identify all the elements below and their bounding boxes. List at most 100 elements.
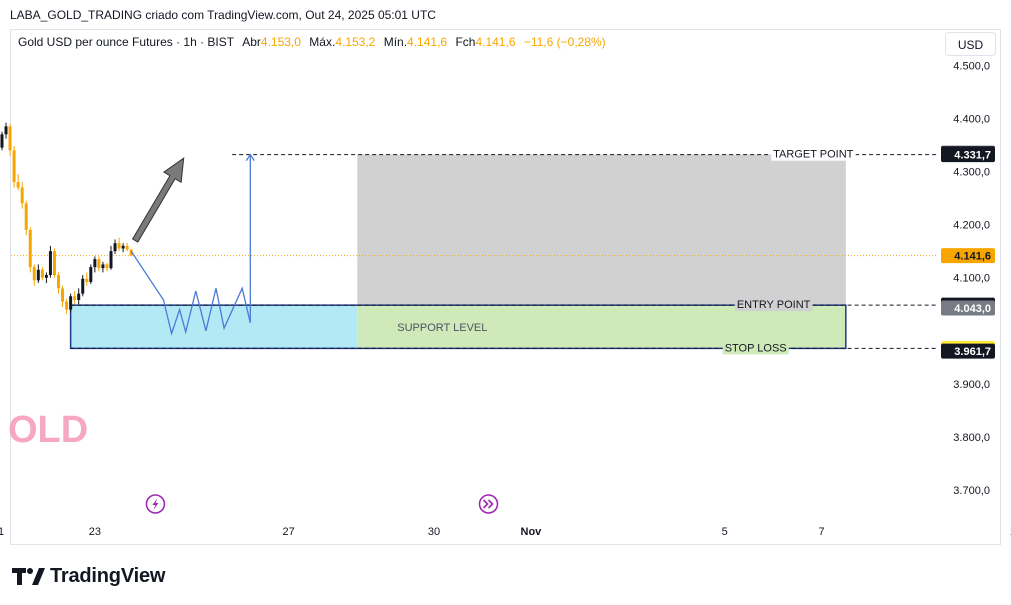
lightning-glyph — [152, 498, 159, 510]
candle[interactable] — [48, 245, 52, 278]
candle[interactable] — [32, 264, 36, 286]
candle-body — [121, 245, 125, 249]
candle[interactable] — [28, 227, 32, 273]
support-level-label: SUPPORT LEVEL — [397, 322, 487, 334]
entry-label-bg — [734, 299, 813, 312]
candle-body — [117, 243, 121, 249]
candle[interactable] — [121, 243, 125, 253]
candle-body — [129, 249, 133, 256]
candle-body — [20, 187, 24, 204]
candle-body — [125, 245, 129, 250]
candle-body — [73, 296, 77, 301]
chart-frame[interactable] — [10, 29, 1001, 545]
fast-forward-icon[interactable] — [478, 494, 499, 514]
target-zone[interactable] — [357, 154, 846, 306]
symbol-watermark: OLD — [8, 409, 88, 451]
x-tick-label: 23 — [89, 526, 101, 538]
candle-body — [101, 264, 105, 269]
candle[interactable] — [105, 262, 109, 272]
price-tag-bg — [941, 343, 995, 359]
price-chart[interactable]: OLD SUPPORT LEVEL TARGET POINT ENTRY POIN… — [0, 0, 1011, 560]
candle[interactable] — [20, 182, 24, 209]
tradingview-wordmark: TradingView — [50, 564, 166, 587]
lightning-icon[interactable] — [145, 494, 166, 514]
stop-level-label: STOP LOSS — [725, 342, 787, 354]
price-tag-label: 4.043,0 — [954, 303, 991, 315]
price-tag-label: 4.141,6 — [954, 251, 991, 263]
stop-label-bg — [722, 342, 789, 355]
candle-body — [89, 267, 93, 282]
close-label: Fch — [455, 35, 476, 49]
candle-body — [36, 269, 40, 281]
entry-level-label: ENTRY POINT — [737, 299, 811, 311]
y-tick-label: 4.200,0 — [953, 220, 990, 232]
direction-arrow[interactable] — [131, 157, 185, 243]
candle-body — [12, 150, 16, 183]
candle[interactable] — [8, 123, 12, 156]
candle[interactable] — [61, 285, 65, 307]
candle[interactable] — [113, 239, 117, 254]
price-tag-bg — [941, 300, 995, 316]
price-tag-bg — [941, 248, 995, 264]
candle-body — [109, 251, 113, 269]
candle[interactable] — [81, 275, 85, 297]
support-zone[interactable] — [357, 305, 846, 349]
currency-button[interactable]: USD — [945, 32, 996, 56]
candle[interactable] — [65, 298, 69, 314]
price-tag: 3.961,7 — [941, 343, 995, 359]
candle[interactable] — [129, 249, 133, 256]
candle-body — [48, 251, 52, 276]
candle[interactable] — [89, 264, 93, 285]
candle[interactable] — [93, 256, 97, 273]
candle-body — [77, 293, 81, 301]
y-tick-label: 3.700,0 — [953, 485, 990, 497]
x-tick-label: 7 — [819, 526, 825, 538]
candle[interactable] — [12, 146, 16, 188]
candle-body — [61, 288, 65, 302]
candle[interactable] — [73, 290, 77, 305]
y-tick-label: 4.500,0 — [953, 60, 990, 72]
x-tick-label: 11 — [1010, 526, 1011, 538]
candle[interactable] — [97, 256, 101, 272]
candle-body — [81, 278, 85, 294]
candle[interactable] — [0, 131, 4, 151]
candle-body — [40, 269, 44, 278]
candle[interactable] — [52, 248, 56, 278]
candle[interactable] — [4, 122, 8, 139]
candle[interactable] — [69, 293, 73, 313]
close-value: 4.141,6 — [475, 35, 516, 49]
candle[interactable] — [125, 242, 129, 252]
candle-body — [4, 126, 8, 135]
y-tick-label: 4.400,0 — [953, 113, 990, 125]
stop-zone[interactable] — [70, 305, 358, 349]
open-value: 4.153,0 — [260, 35, 301, 49]
candle-body — [69, 296, 73, 310]
candle-body — [93, 259, 97, 268]
open-label: Abr — [242, 35, 261, 49]
candle[interactable] — [77, 288, 81, 305]
candle-body — [24, 203, 28, 230]
candle[interactable] — [117, 237, 121, 252]
change-value: −11,6 (−0,28%) — [523, 35, 606, 49]
y-tick-label: 4.300,0 — [953, 167, 990, 179]
candle-body — [105, 264, 109, 269]
candle[interactable] — [57, 272, 61, 294]
candle[interactable] — [36, 264, 40, 284]
candle[interactable] — [44, 272, 48, 284]
projection-arrowhead — [245, 153, 255, 162]
candle[interactable] — [101, 261, 105, 273]
chevron-glyph — [487, 499, 494, 509]
candle-body — [97, 259, 101, 269]
chart-caption: LABA_GOLD_TRADING criado com TradingView… — [10, 8, 436, 22]
candle-body — [57, 275, 61, 289]
candle[interactable] — [16, 174, 20, 191]
projection-path[interactable] — [130, 154, 251, 336]
candle[interactable] — [85, 272, 89, 286]
candle[interactable] — [24, 200, 28, 236]
candle[interactable] — [40, 267, 44, 281]
candle-body — [0, 134, 4, 148]
tradingview-logo[interactable]: TradingView — [12, 563, 165, 589]
candle[interactable] — [109, 245, 113, 270]
x-tick-label: 5 — [722, 526, 728, 538]
candle-body — [32, 267, 36, 281]
